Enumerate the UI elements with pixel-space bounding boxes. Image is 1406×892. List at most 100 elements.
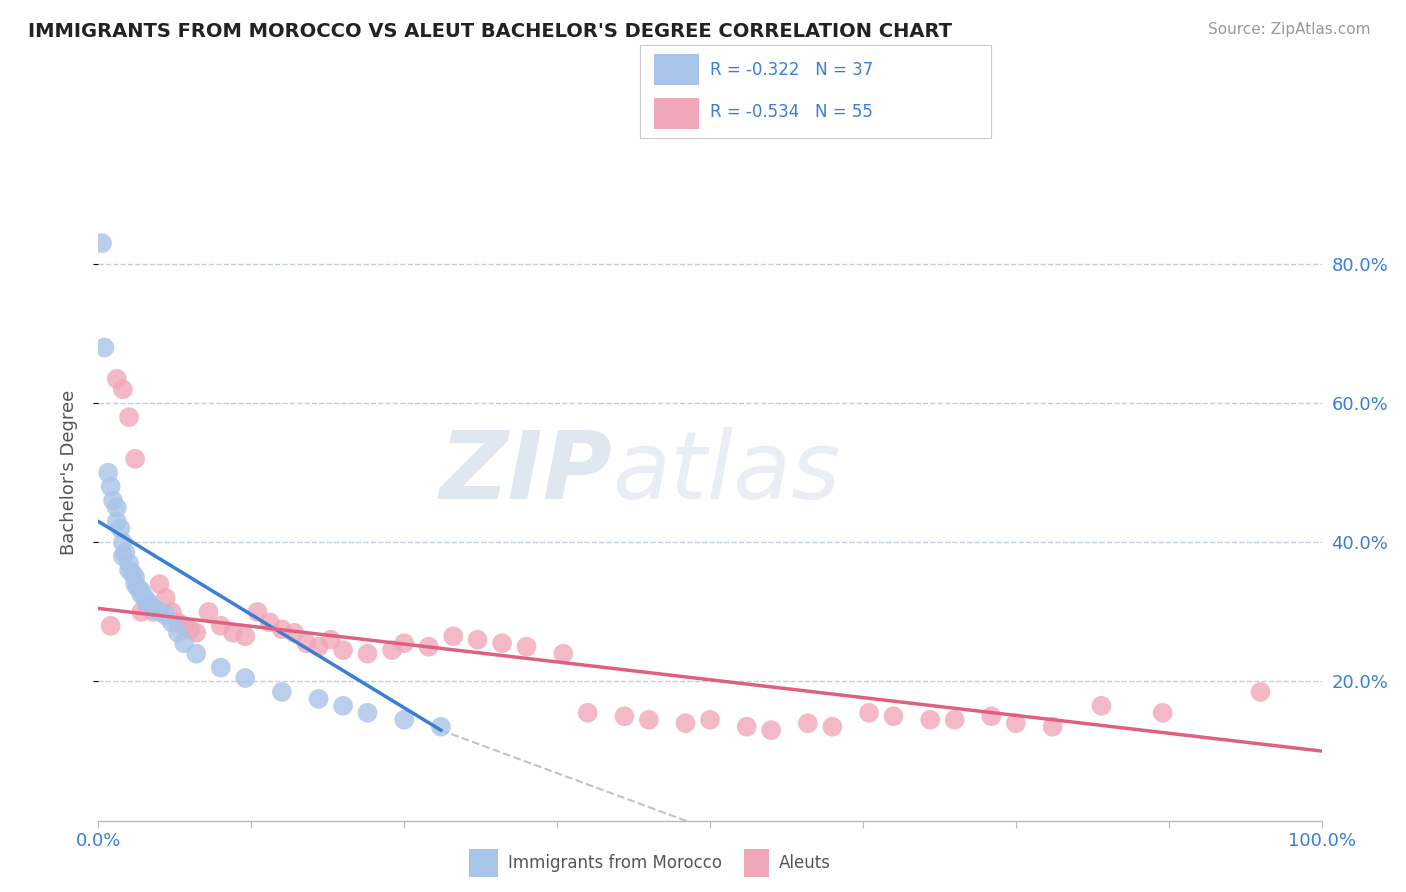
Point xyxy=(821,720,844,734)
Point xyxy=(127,581,149,595)
Point xyxy=(308,640,330,654)
Point xyxy=(441,629,464,643)
Point xyxy=(233,671,256,685)
Point xyxy=(233,629,256,643)
Point xyxy=(920,713,942,727)
Point xyxy=(735,720,758,734)
Point xyxy=(129,587,152,601)
Point xyxy=(332,643,354,657)
Text: R = -0.534   N = 55: R = -0.534 N = 55 xyxy=(710,103,873,121)
Point xyxy=(136,598,159,612)
Point xyxy=(105,515,128,529)
Point xyxy=(392,713,416,727)
Point xyxy=(1004,716,1026,731)
FancyBboxPatch shape xyxy=(654,54,700,85)
Point xyxy=(155,608,177,623)
Point xyxy=(124,570,146,584)
Point xyxy=(118,563,141,577)
FancyBboxPatch shape xyxy=(654,98,700,129)
Point xyxy=(129,605,152,619)
Point xyxy=(356,706,378,720)
Point xyxy=(114,546,136,560)
Point xyxy=(356,647,378,661)
Text: R = -0.322   N = 37: R = -0.322 N = 37 xyxy=(710,61,873,78)
Point xyxy=(1090,698,1112,713)
Point xyxy=(332,698,354,713)
Point xyxy=(675,716,697,731)
Point xyxy=(638,713,661,727)
Point xyxy=(160,605,183,619)
Point xyxy=(980,709,1002,723)
Point xyxy=(118,410,141,425)
Point xyxy=(209,660,232,674)
Y-axis label: Bachelor's Degree: Bachelor's Degree xyxy=(59,390,77,556)
Point xyxy=(134,591,156,605)
Point xyxy=(270,685,294,699)
Point xyxy=(858,706,880,720)
Point xyxy=(613,709,636,723)
Point xyxy=(173,636,195,650)
Point xyxy=(1042,720,1064,734)
Point xyxy=(186,625,208,640)
Point xyxy=(149,577,172,591)
Point xyxy=(111,549,134,564)
Point xyxy=(270,623,294,637)
Point xyxy=(516,640,538,654)
Point xyxy=(467,632,489,647)
Point xyxy=(1152,706,1174,720)
Text: Source: ZipAtlas.com: Source: ZipAtlas.com xyxy=(1208,22,1371,37)
Text: ZIP: ZIP xyxy=(439,426,612,519)
Point xyxy=(576,706,599,720)
Point xyxy=(100,480,122,494)
Point xyxy=(392,636,416,650)
Point xyxy=(101,493,124,508)
Point xyxy=(381,643,404,657)
Point xyxy=(761,723,783,738)
Point xyxy=(883,709,905,723)
Point xyxy=(222,625,245,640)
FancyBboxPatch shape xyxy=(470,849,499,877)
Point xyxy=(155,591,177,605)
Point xyxy=(179,623,201,637)
Point xyxy=(111,382,134,396)
Point xyxy=(246,605,269,619)
Point xyxy=(1250,685,1272,699)
Point xyxy=(149,605,172,619)
Point xyxy=(139,598,162,612)
Point xyxy=(699,713,721,727)
Point xyxy=(197,605,219,619)
Point xyxy=(100,619,122,633)
Point xyxy=(295,636,318,650)
Point xyxy=(553,647,575,661)
Point xyxy=(118,556,141,570)
Point xyxy=(797,716,820,731)
Point xyxy=(129,584,152,599)
Point xyxy=(91,236,114,251)
Point xyxy=(110,521,132,535)
Point xyxy=(186,647,208,661)
Point xyxy=(124,577,146,591)
Point xyxy=(142,601,165,615)
Point xyxy=(430,720,453,734)
Point xyxy=(259,615,281,630)
Point xyxy=(124,451,146,466)
Point xyxy=(319,632,342,647)
Point xyxy=(308,692,330,706)
Point xyxy=(136,594,159,608)
Point xyxy=(93,341,115,355)
Point xyxy=(105,500,128,515)
Point xyxy=(111,535,134,549)
Point xyxy=(160,615,183,630)
Point xyxy=(105,372,128,386)
Point xyxy=(142,605,165,619)
Point xyxy=(167,625,190,640)
Point xyxy=(121,566,143,581)
Point xyxy=(418,640,440,654)
Text: Immigrants from Morocco: Immigrants from Morocco xyxy=(509,854,723,872)
Point xyxy=(491,636,513,650)
Point xyxy=(173,619,195,633)
Text: Aleuts: Aleuts xyxy=(779,854,831,872)
Point xyxy=(209,619,232,633)
Point xyxy=(283,625,305,640)
Point xyxy=(167,615,190,630)
